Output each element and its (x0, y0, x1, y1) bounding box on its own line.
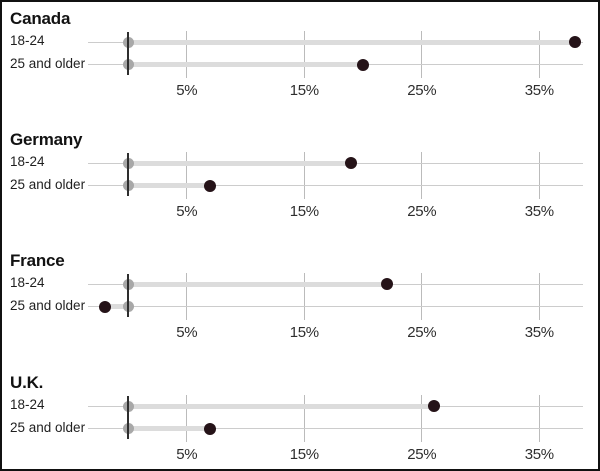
x-gridline (421, 273, 423, 320)
x-gridline (303, 31, 305, 78)
panel-title: France (10, 251, 65, 270)
x-axis-tick-label: 5% (176, 82, 198, 99)
x-gridline (538, 152, 540, 199)
value-dot (345, 157, 358, 169)
x-gridline (421, 31, 423, 78)
value-dot (380, 278, 393, 290)
x-axis-tick-label: 35% (524, 82, 554, 99)
x-gridline (421, 152, 423, 199)
value-band (128, 39, 575, 45)
x-gridline (303, 152, 305, 199)
x-axis-tick-label: 35% (524, 324, 554, 341)
panel-title: Germany (10, 130, 83, 149)
x-gridline (421, 395, 423, 442)
value-band (128, 183, 211, 188)
x-axis-tick-label: 25% (407, 324, 437, 341)
value-dot (204, 422, 217, 435)
x-axis-tick-label: 25% (407, 446, 437, 463)
row-label: 25 and older (10, 176, 86, 192)
x-gridline (186, 152, 188, 199)
value-band (128, 62, 363, 67)
x-axis-tick-label: 15% (289, 324, 319, 341)
x-gridline (303, 273, 305, 320)
x-gridline (186, 31, 188, 78)
zero-axis-line (127, 32, 129, 75)
zero-axis-line (127, 153, 129, 196)
x-gridline (186, 273, 188, 320)
value-dot (98, 300, 111, 313)
x-gridline (303, 395, 305, 442)
value-dot (568, 36, 581, 48)
x-gridline (538, 273, 540, 320)
x-axis-tick-label: 25% (407, 82, 437, 99)
row-label: 25 and older (10, 297, 86, 313)
panel-title: Canada (10, 9, 71, 28)
x-axis-tick-label: 15% (289, 203, 319, 220)
x-axis-tick-label: 35% (524, 203, 554, 220)
x-axis-tick-label: 5% (176, 324, 198, 341)
value-band (128, 281, 387, 287)
row-label: 25 and older (10, 419, 86, 435)
value-band (128, 403, 434, 409)
x-axis-tick-label: 15% (289, 82, 319, 99)
value-dot (204, 179, 217, 192)
x-gridline (186, 395, 188, 442)
row-label: 18-24 (10, 275, 45, 290)
row-label: 18-24 (10, 397, 45, 412)
x-axis-tick-label: 15% (289, 446, 319, 463)
value-band (128, 160, 352, 166)
x-axis-tick-label: 5% (176, 446, 198, 463)
row-label: 18-24 (10, 154, 45, 169)
row-label: 18-24 (10, 33, 45, 48)
x-axis-tick-label: 25% (407, 203, 437, 220)
value-band (104, 304, 128, 309)
row-baseline-line (88, 185, 583, 186)
row-label: 25 and older (10, 55, 86, 71)
x-gridline (538, 395, 540, 442)
row-baseline-line (88, 428, 583, 429)
panel-title: U.K. (10, 373, 44, 392)
value-dot (357, 58, 369, 71)
value-band (128, 426, 211, 431)
row-baseline-line (88, 306, 583, 307)
x-gridline (538, 31, 540, 78)
zero-axis-line (127, 274, 129, 317)
x-axis-tick-label: 35% (524, 446, 554, 463)
value-dot (427, 400, 440, 412)
zero-axis-line (127, 396, 129, 439)
x-axis-tick-label: 5% (176, 203, 198, 220)
